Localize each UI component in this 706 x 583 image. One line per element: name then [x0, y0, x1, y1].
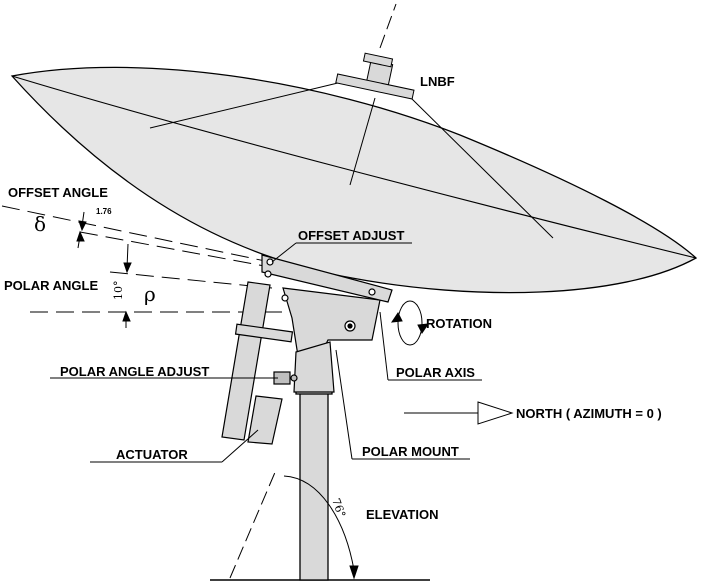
- lnbf-feed: [335, 3, 415, 100]
- elevation-angle-value: 76°: [329, 497, 348, 520]
- elevation-arc: [229, 469, 359, 580]
- north-label: NORTH ( AZIMUTH = 0 ): [516, 406, 662, 421]
- mount-pole: [295, 383, 333, 581]
- rotation-arrow-icon: [390, 300, 430, 346]
- rotation-label: ROTATION: [426, 316, 492, 331]
- offset-bracket: [261, 254, 393, 303]
- angle-arrows: [76, 211, 132, 328]
- offset-angle-value: 1.76: [96, 207, 112, 216]
- dish-reflector: [10, 66, 698, 294]
- rho-symbol: ρ: [144, 282, 156, 306]
- polar-axis-label: POLAR AXIS: [396, 365, 475, 380]
- offset-angle-label: OFFSET ANGLE: [8, 185, 108, 200]
- lnbf-label: LNBF: [420, 74, 455, 89]
- actuator-label: ACTUATOR: [116, 447, 188, 462]
- polar-angle-label: POLAR ANGLE: [4, 278, 98, 293]
- polar-angle-adjust-label: POLAR ANGLE ADJUST: [60, 364, 209, 379]
- callout-leaders: [50, 242, 482, 463]
- feed-support-arms: [149, 81, 554, 239]
- delta-symbol: δ: [34, 212, 46, 236]
- polar-mount-body: [282, 287, 381, 393]
- north-arrow-icon: [404, 401, 514, 425]
- elevation-label: ELEVATION: [366, 507, 438, 522]
- polar-angle-value: 10°: [112, 281, 125, 301]
- offset-adjust-label: OFFSET ADJUST: [298, 228, 404, 243]
- polar-mount-label: POLAR MOUNT: [362, 444, 459, 459]
- actuator-assembly: [221, 281, 298, 445]
